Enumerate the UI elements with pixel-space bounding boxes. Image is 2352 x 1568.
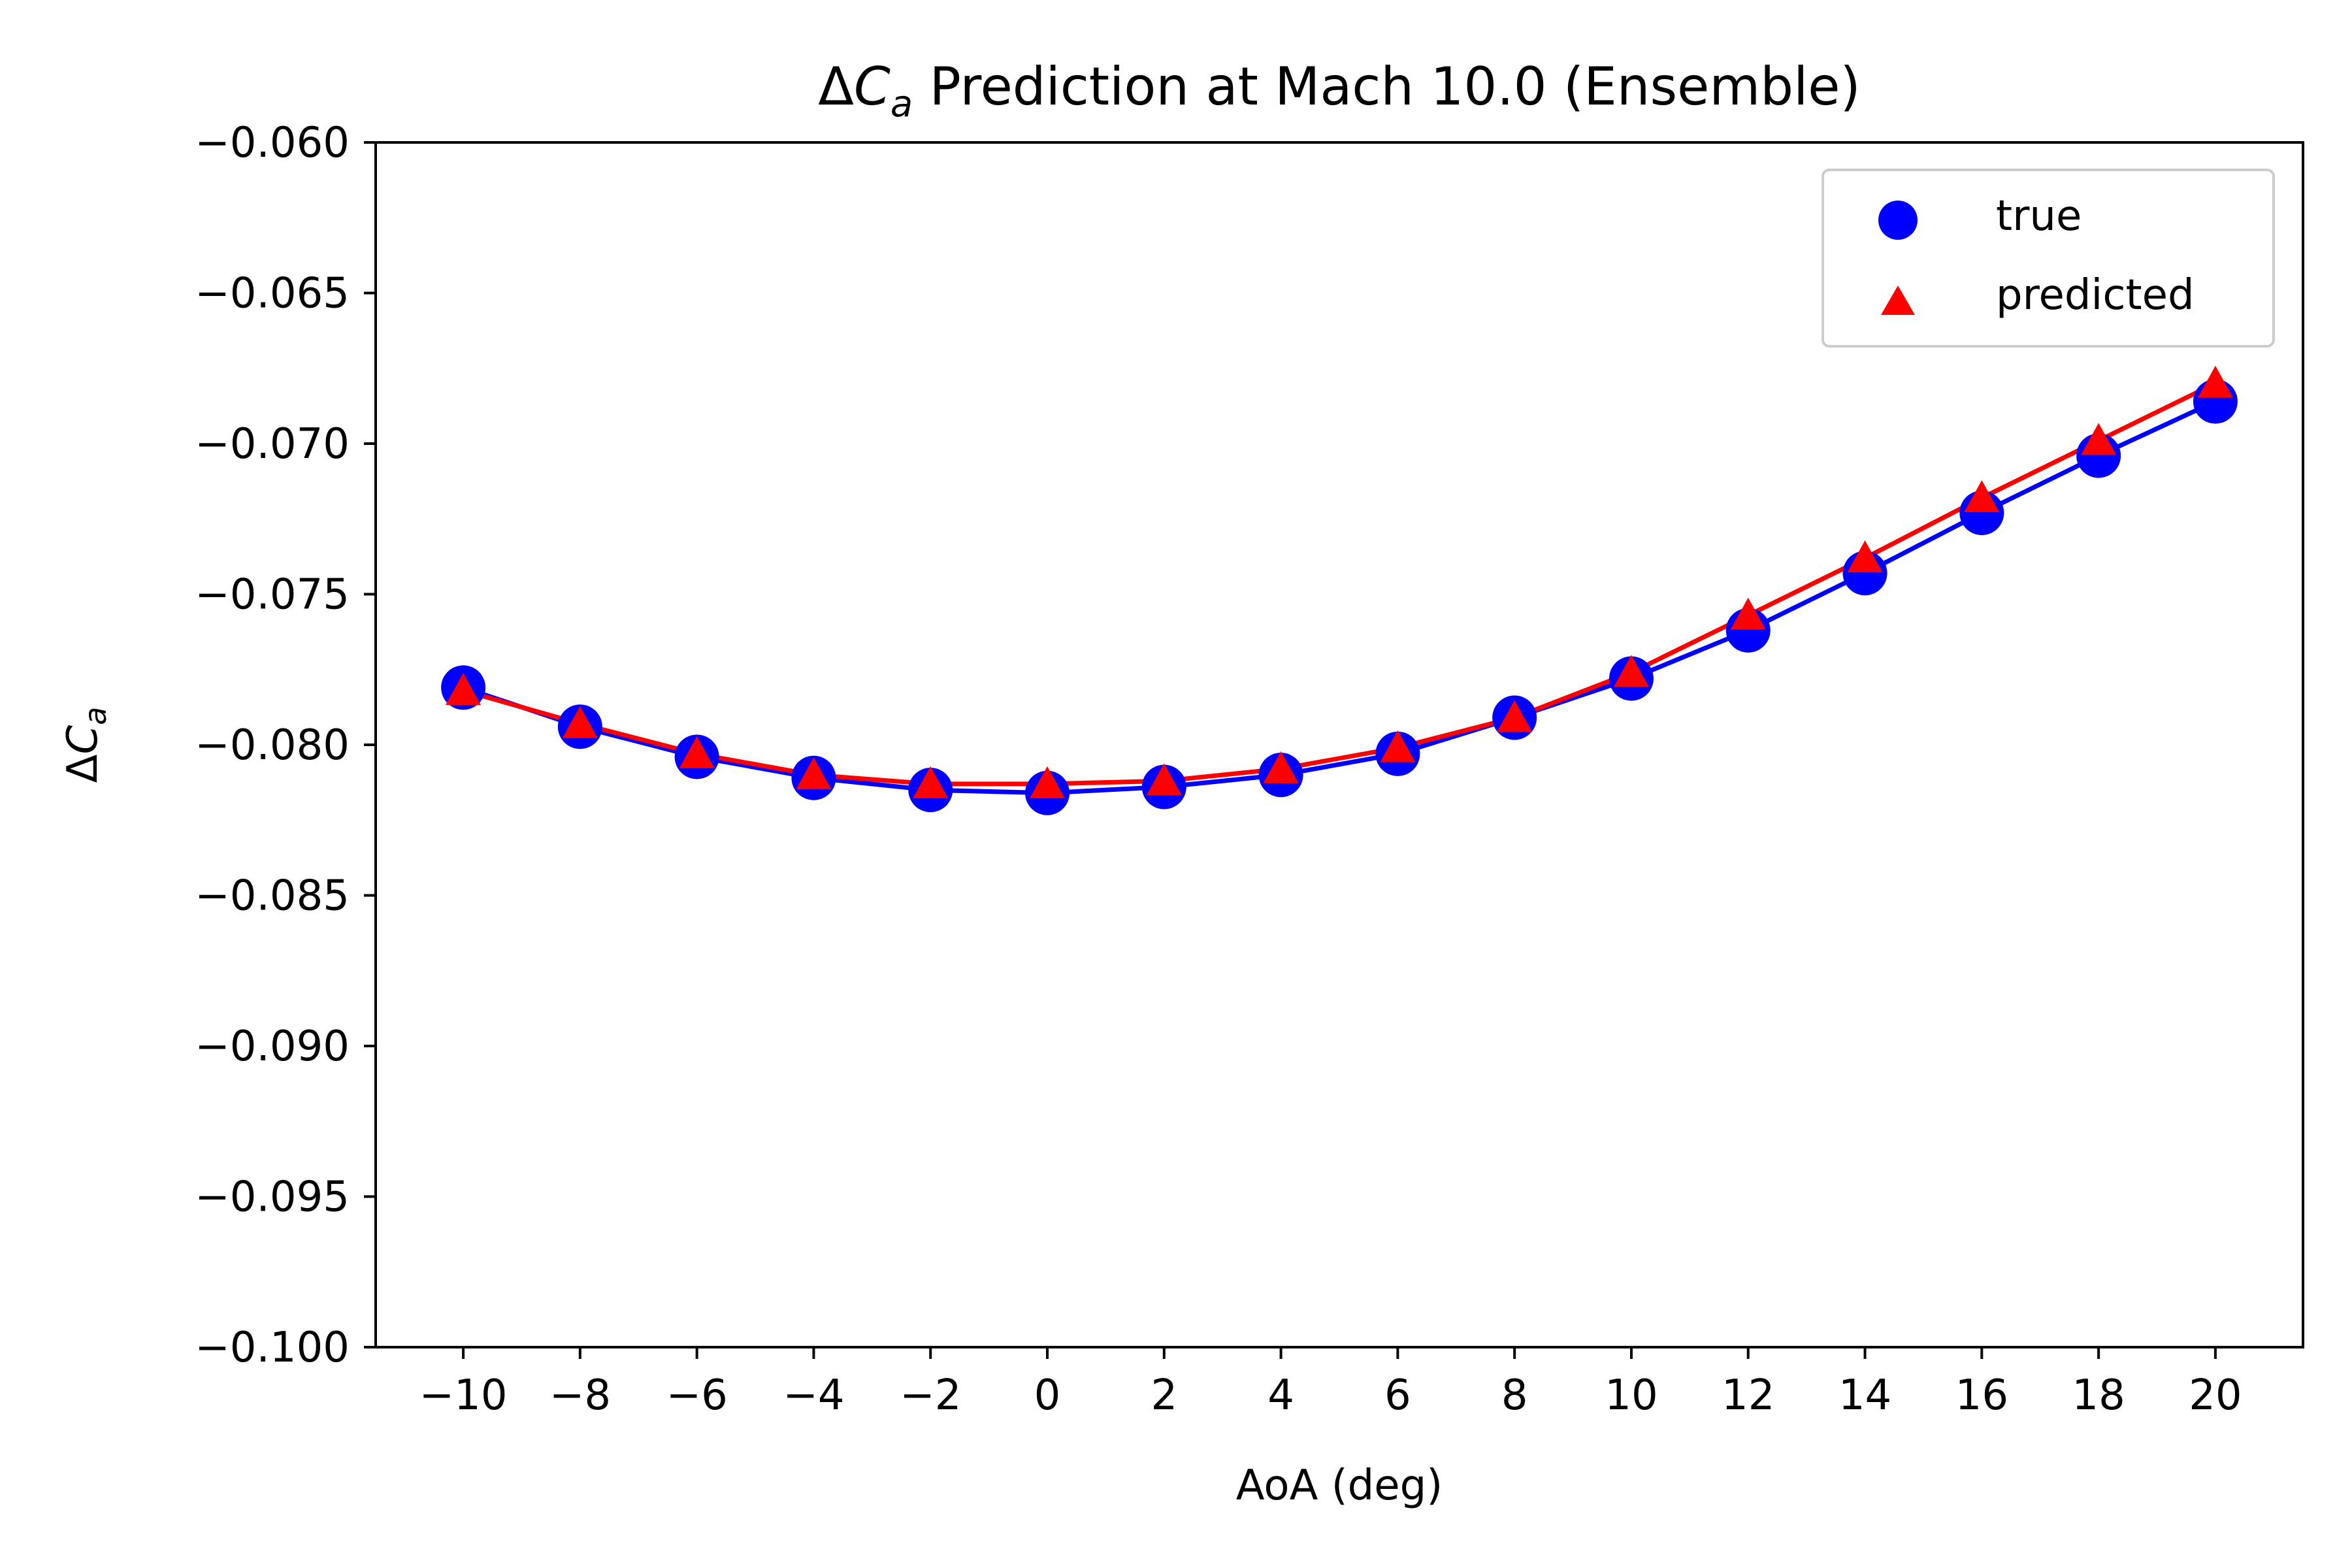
ylabel-symbol: C — [59, 725, 107, 755]
title-symbol: C — [854, 56, 890, 117]
data-point-predicted — [679, 736, 715, 768]
x-tick-label: 0 — [1034, 1371, 1061, 1420]
data-point-predicted — [1146, 763, 1182, 796]
ylabel-subscript: a — [78, 707, 113, 725]
y-tick-label: −0.065 — [195, 270, 350, 318]
data-point-predicted — [796, 757, 832, 790]
data-point-predicted — [1030, 766, 1066, 798]
chart-title: ΔCa Prediction at Mach 10.0 (Ensemble) — [818, 56, 1860, 125]
title-delta: Δ — [818, 56, 854, 117]
ylabel-delta: Δ — [59, 754, 107, 783]
x-tick-label: 12 — [1722, 1371, 1774, 1420]
x-tick-label: −10 — [419, 1371, 508, 1420]
x-tick-label: 16 — [1955, 1371, 2008, 1420]
y-tick-label: −0.090 — [195, 1022, 350, 1071]
x-tick-label: −2 — [900, 1371, 961, 1420]
x-tick-label: 6 — [1384, 1371, 1411, 1420]
title-rest: Prediction at Mach 10.0 (Ensemble) — [913, 56, 1861, 117]
series-line-predicted — [463, 381, 2217, 787]
x-tick-label: −4 — [783, 1371, 844, 1420]
y-tick-label: −0.095 — [195, 1173, 350, 1222]
legend: true predicted — [1821, 169, 2275, 348]
data-point-predicted — [2197, 365, 2233, 398]
data-point-predicted — [1730, 597, 1766, 630]
series-line-true — [462, 399, 2217, 796]
x-tick-label: 20 — [2189, 1371, 2242, 1420]
data-point-predicted — [1964, 480, 2000, 512]
x-tick-label: 10 — [1605, 1371, 1658, 1420]
plot-area: −10 −8 −6 −4 −2 0 2 4 6 8 10 12 14 16 18 20 −0.060 −0.065… — [195, 119, 2304, 1420]
x-tick-label: −6 — [666, 1371, 727, 1420]
y-tick-label: −0.085 — [195, 872, 350, 921]
y-tick-label: −0.080 — [195, 721, 350, 770]
y-tick-label: −0.100 — [195, 1324, 350, 1372]
data-point-predicted — [1263, 751, 1299, 783]
data-point-predicted — [2081, 423, 2117, 455]
title-subscript: a — [890, 83, 913, 125]
y-tick-label: −0.060 — [195, 119, 350, 167]
data-point-predicted — [1847, 540, 1883, 573]
x-tick-label: 4 — [1267, 1371, 1294, 1420]
legend-true-label: true — [1996, 192, 2082, 240]
legend-predicted-marker — [1881, 286, 1915, 315]
data-point-predicted — [913, 766, 949, 798]
data-point-predicted — [1497, 700, 1533, 732]
legend-frame — [1821, 169, 2275, 348]
x-tick-label: 8 — [1501, 1371, 1528, 1420]
data-point-predicted — [562, 706, 598, 738]
data-point-predicted — [446, 673, 482, 706]
x-tick-label: 14 — [1838, 1371, 1891, 1420]
y-tick-label: −0.075 — [195, 571, 350, 619]
y-axis-label: ΔCa — [59, 707, 113, 783]
y-tick-label: −0.070 — [195, 420, 350, 468]
data-point-predicted — [1613, 655, 1649, 687]
x-tick-label: −8 — [549, 1371, 611, 1420]
legend-predicted-label: predicted — [1996, 271, 2195, 319]
data-point-predicted — [1380, 730, 1416, 762]
x-tick-label: 18 — [2072, 1371, 2125, 1420]
legend-true-marker — [1878, 201, 1918, 240]
x-axis-label: AoA (deg) — [1236, 1462, 1443, 1510]
x-tick-label: 2 — [1151, 1371, 1177, 1420]
